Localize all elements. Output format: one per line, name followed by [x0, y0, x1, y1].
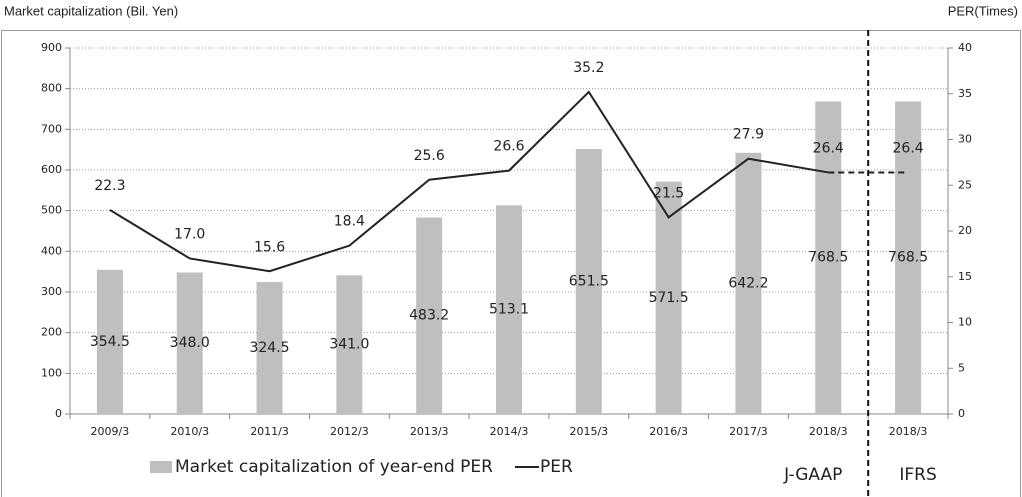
- x-tick-label: 2014/3: [490, 425, 529, 438]
- bar-value-label: 768.5: [808, 250, 848, 266]
- bar: [735, 152, 762, 414]
- line-value-label: 26.4: [893, 140, 924, 156]
- y-tick-label: 200: [41, 326, 62, 339]
- bar-value-label: 513.1: [489, 302, 529, 318]
- bar: [575, 149, 602, 414]
- bar: [336, 275, 363, 414]
- line-value-label: 17.0: [174, 226, 205, 242]
- bar: [895, 101, 922, 414]
- x-tick-label: 2018/3: [889, 425, 928, 438]
- y-tick-label: 600: [41, 163, 62, 176]
- x-tick-label: 2018/3: [809, 425, 848, 438]
- bar-value-label: 341.0: [329, 337, 369, 353]
- bar: [496, 205, 522, 414]
- line-value-label: 21.5: [653, 185, 684, 201]
- x-tick-label: 2015/3: [569, 425, 608, 438]
- y-tick-label: 400: [41, 244, 62, 257]
- bar: [655, 181, 682, 414]
- line-value-label: 18.4: [334, 214, 365, 230]
- y2-tick-label: 5: [958, 361, 965, 374]
- x-tick-label: 2012/3: [330, 425, 369, 438]
- x-tick-label: 2016/3: [649, 425, 688, 438]
- per-line: [109, 90, 829, 273]
- bar: [815, 101, 842, 414]
- bar-value-label: 483.2: [409, 308, 449, 324]
- line-value-label: 26.4: [813, 140, 844, 156]
- y-tick-label: 100: [41, 366, 62, 379]
- bar-value-label: 354.5: [90, 334, 130, 350]
- y-tick-label: 700: [41, 122, 62, 135]
- y2-tick-label: 10: [958, 316, 972, 329]
- line-value-label: 22.3: [94, 178, 125, 194]
- x-tick-label: 2011/3: [250, 425, 289, 438]
- line-value-label: 15.6: [254, 239, 285, 255]
- bar: [176, 272, 203, 414]
- bar-value-label: 642.2: [728, 275, 768, 291]
- bar-value-label: 768.5: [888, 250, 928, 266]
- line-value-label: 35.2: [573, 60, 604, 76]
- section-label: IFRS: [899, 465, 936, 485]
- bar: [416, 217, 443, 414]
- x-tick-label: 2013/3: [410, 425, 449, 438]
- section-label: J-GAAP: [783, 465, 842, 485]
- y-tick-label: 300: [41, 285, 62, 298]
- chart-border: [1, 30, 1021, 497]
- x-tick-label: 2017/3: [729, 425, 768, 438]
- legend-swatch: [150, 461, 172, 473]
- x-tick-label: 2009/3: [91, 425, 130, 438]
- y2-tick-label: 40: [958, 41, 972, 54]
- bar: [96, 269, 123, 414]
- legend-label: PER: [540, 457, 573, 477]
- legend-label: Market capitalization of year-end PER: [175, 457, 493, 477]
- y2-tick-label: 30: [958, 133, 972, 146]
- bar-value-label: 324.5: [249, 340, 289, 356]
- y2-tick-label: 35: [958, 87, 972, 100]
- y-tick-label: 800: [41, 82, 62, 95]
- x-tick-label: 2010/3: [170, 425, 209, 438]
- bar-value-label: 348.0: [170, 335, 210, 351]
- line-value-label: 27.9: [733, 127, 764, 143]
- y-axis-label: Market capitalization (Bil. Yen): [4, 3, 178, 18]
- bar: [256, 282, 283, 414]
- bar-value-label: 651.5: [569, 274, 609, 290]
- y2-axis-label: PER(Times): [948, 3, 1018, 18]
- y2-tick-label: 0: [958, 407, 965, 420]
- y2-tick-label: 15: [958, 270, 972, 283]
- y2-tick-label: 25: [958, 178, 972, 191]
- y-tick-label: 0: [55, 407, 62, 420]
- y-tick-label: 900: [41, 41, 62, 54]
- bar-value-label: 571.5: [649, 290, 689, 306]
- y2-tick-label: 20: [958, 224, 972, 237]
- y-tick-label: 500: [41, 204, 62, 217]
- line-value-label: 25.6: [414, 148, 445, 164]
- line-value-label: 26.6: [493, 139, 524, 155]
